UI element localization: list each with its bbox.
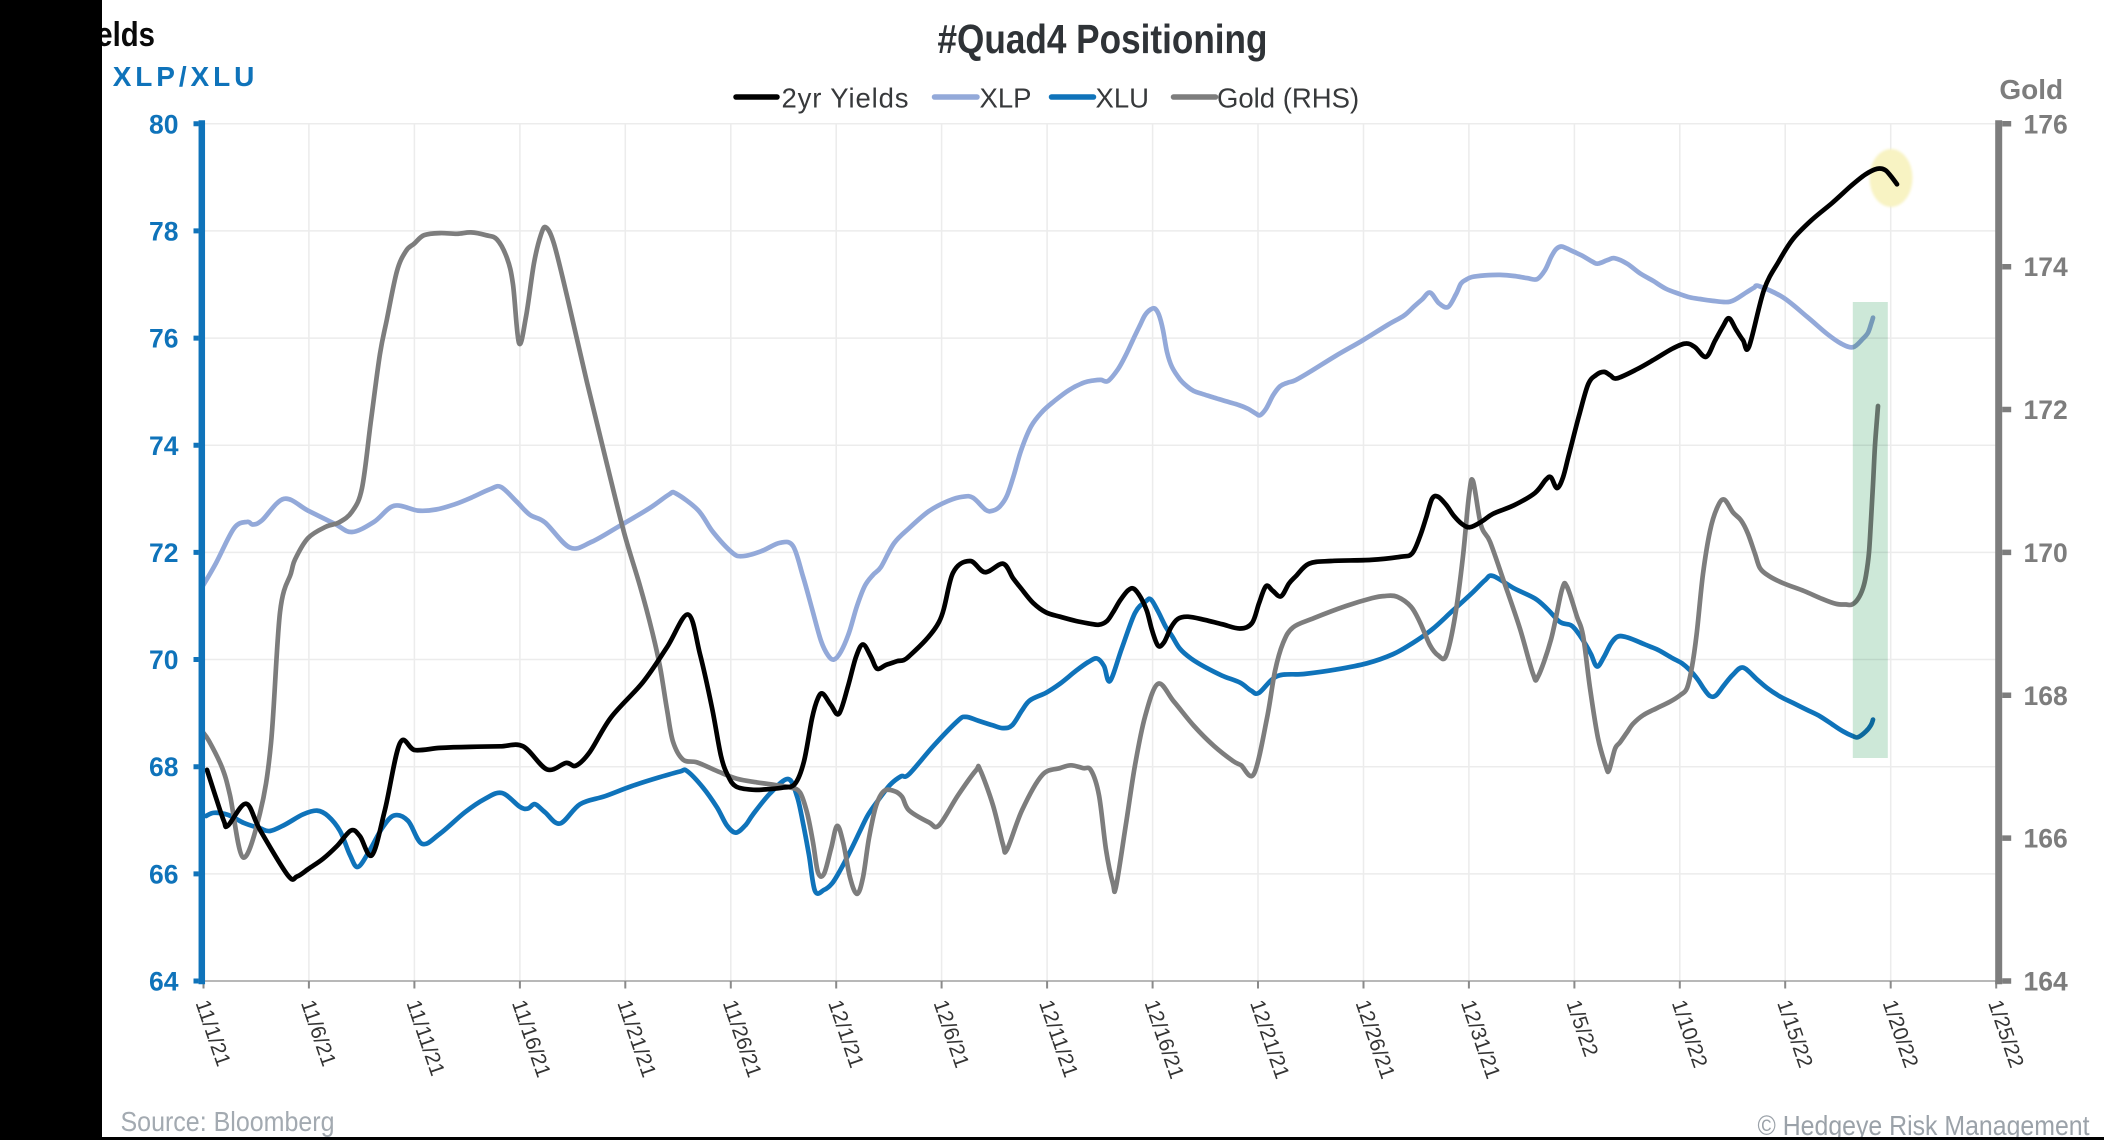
svg-text:68: 68 [149, 752, 178, 782]
svg-text:2yr Yields: 2yr Yields [782, 83, 909, 114]
svg-text:Gold (RHS): Gold (RHS) [1217, 83, 1359, 114]
svg-text:Source: Bloomberg: Source: Bloomberg [121, 1106, 335, 1137]
svg-text:70: 70 [149, 645, 178, 675]
svg-text:#Quad4 Positioning: #Quad4 Positioning [938, 16, 1268, 62]
svg-text:176: 176 [2024, 109, 2068, 139]
svg-text:72: 72 [149, 538, 178, 568]
svg-text:XLU: XLU [1096, 83, 1150, 114]
svg-text:74: 74 [149, 431, 179, 461]
svg-text:172: 172 [2024, 395, 2068, 425]
svg-text:64: 64 [149, 967, 179, 997]
svg-text:164: 164 [2024, 967, 2068, 997]
svg-text:© Hedgeye Risk Management: © Hedgeye Risk Management [1758, 1110, 2090, 1140]
svg-text:168: 168 [2024, 681, 2068, 711]
svg-text:Gold: Gold [1999, 74, 2063, 105]
svg-text:174: 174 [2024, 252, 2068, 282]
svg-text:78: 78 [149, 216, 178, 246]
svg-text:XLP: XLP [980, 83, 1032, 114]
svg-text:66: 66 [149, 859, 178, 889]
svg-text:80: 80 [149, 109, 178, 139]
svg-text:166: 166 [2024, 824, 2068, 854]
svg-text:170: 170 [2024, 538, 2068, 568]
svg-text:76: 76 [149, 324, 178, 354]
